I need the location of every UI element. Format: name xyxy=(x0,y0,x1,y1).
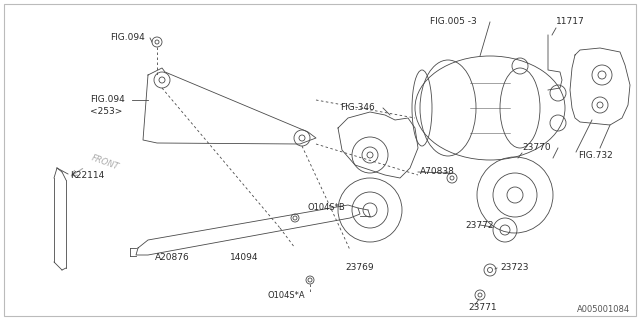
Text: A20876: A20876 xyxy=(155,253,189,262)
Text: O104S*A: O104S*A xyxy=(268,292,306,300)
Text: <253>: <253> xyxy=(90,108,122,116)
Text: 23769: 23769 xyxy=(345,263,374,273)
Text: FIG.005 -3: FIG.005 -3 xyxy=(430,18,477,27)
Text: 23770: 23770 xyxy=(522,143,550,153)
Text: FIG.732: FIG.732 xyxy=(578,150,612,159)
Text: FIG.094: FIG.094 xyxy=(90,95,125,105)
Text: FIG.346: FIG.346 xyxy=(340,103,375,113)
Text: A005001084: A005001084 xyxy=(577,305,630,314)
Text: 23772: 23772 xyxy=(465,220,493,229)
Text: O104S*B: O104S*B xyxy=(308,203,346,212)
Text: 23771: 23771 xyxy=(468,303,497,313)
Text: FIG.094: FIG.094 xyxy=(110,34,145,43)
Text: 23723: 23723 xyxy=(500,263,529,273)
Text: 14094: 14094 xyxy=(230,253,259,262)
Text: 11717: 11717 xyxy=(556,18,585,27)
Text: A70838: A70838 xyxy=(420,167,455,177)
Text: K22114: K22114 xyxy=(70,171,104,180)
Text: FRONT: FRONT xyxy=(90,154,120,172)
